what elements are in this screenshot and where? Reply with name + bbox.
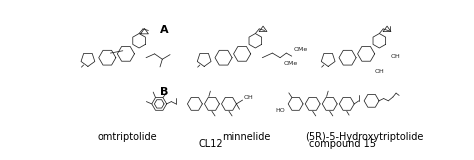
Text: A: A bbox=[160, 25, 168, 35]
Text: omtriptolide: omtriptolide bbox=[98, 132, 157, 142]
Text: OMe: OMe bbox=[293, 47, 308, 52]
Text: OMe: OMe bbox=[284, 61, 298, 66]
Text: OH: OH bbox=[391, 54, 401, 59]
Text: compound 15: compound 15 bbox=[309, 139, 375, 148]
Text: B: B bbox=[160, 87, 168, 97]
Text: minnelide: minnelide bbox=[223, 132, 271, 142]
Text: OH: OH bbox=[243, 95, 253, 100]
Text: HO: HO bbox=[276, 108, 285, 113]
Text: (5R)-5-Hydroxytriptolide: (5R)-5-Hydroxytriptolide bbox=[305, 132, 423, 142]
Text: CL12: CL12 bbox=[198, 139, 223, 148]
Text: OH: OH bbox=[374, 69, 384, 74]
